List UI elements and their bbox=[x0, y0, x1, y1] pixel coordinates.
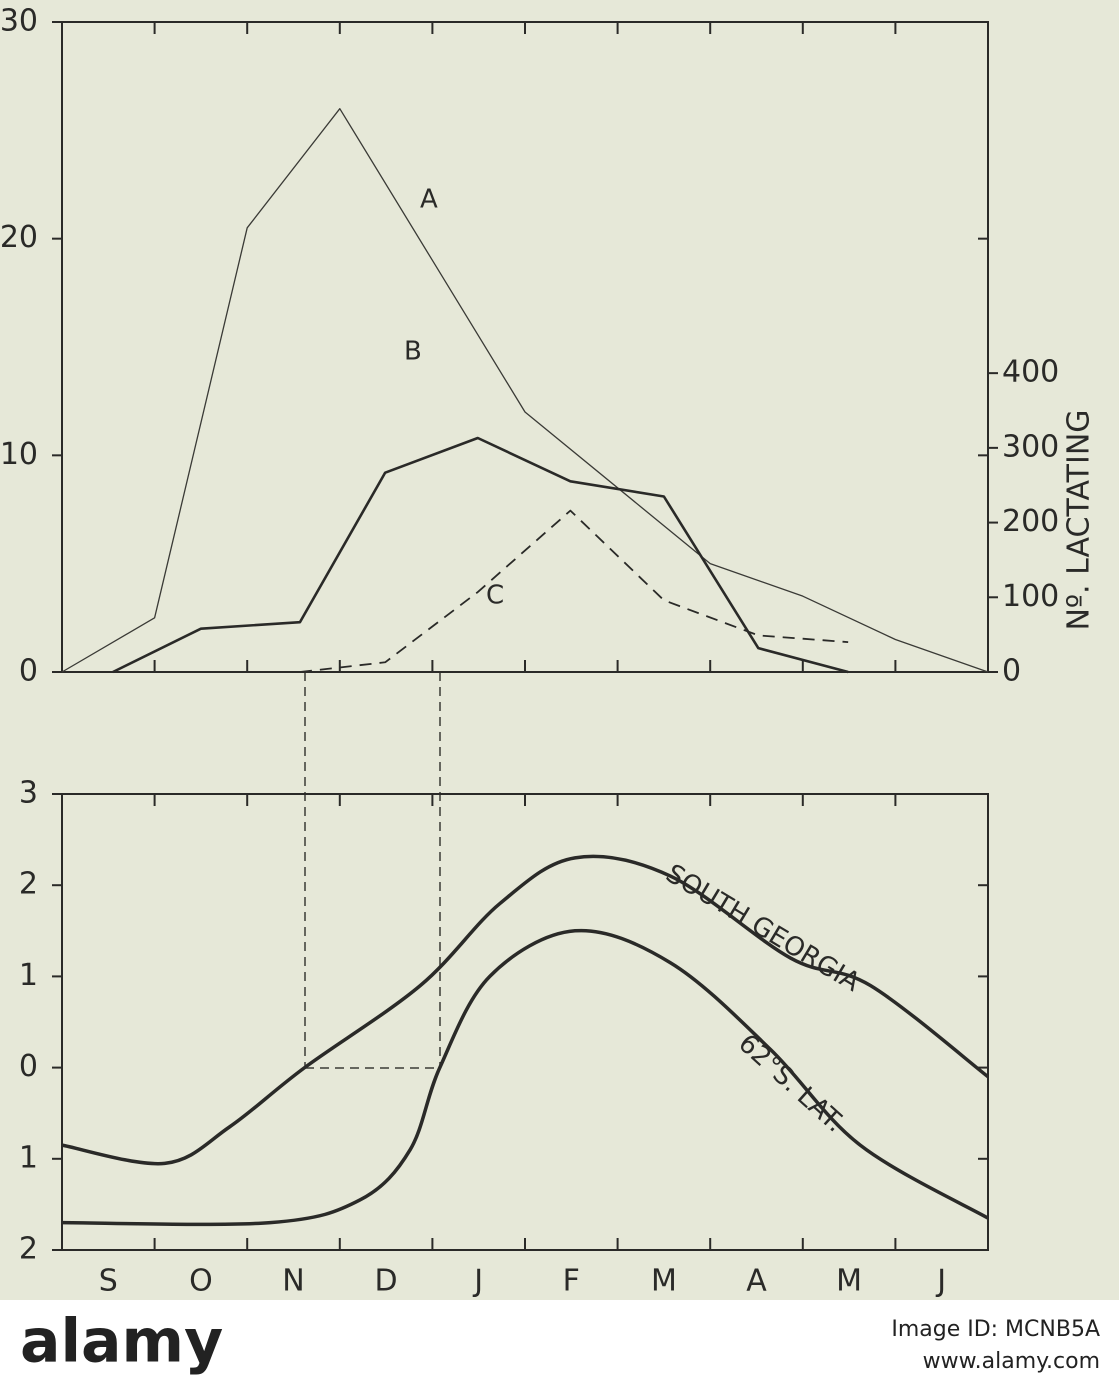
y-tick-label: 30 bbox=[0, 4, 38, 39]
y2-tick-label: 400 bbox=[1002, 355, 1059, 390]
y-tick-label: 10 bbox=[0, 437, 38, 472]
series-line bbox=[299, 509, 849, 673]
watermark-url: www.alamy.com bbox=[923, 1349, 1100, 1374]
x-tick-label: M bbox=[836, 1264, 862, 1299]
y-tick-label: 0 bbox=[19, 1049, 38, 1084]
series-line bbox=[112, 436, 849, 674]
footer bbox=[0, 1300, 1119, 1390]
x-tick-label: J bbox=[935, 1264, 946, 1299]
x-tick-label: F bbox=[563, 1264, 580, 1299]
y-tick-label: 1 bbox=[19, 1140, 38, 1175]
guide-lines bbox=[304, 672, 441, 1069]
x-tick-label: J bbox=[472, 1264, 483, 1299]
x-tick-label: M bbox=[651, 1264, 677, 1299]
y2-tick-label: 100 bbox=[1002, 579, 1059, 614]
series-line bbox=[61, 854, 990, 1166]
series-label: C bbox=[486, 581, 504, 611]
series-label: B bbox=[404, 337, 422, 367]
y2-tick-label: 200 bbox=[1002, 504, 1059, 539]
x-tick-label: S bbox=[99, 1264, 118, 1299]
y2-tick-label: 300 bbox=[1002, 429, 1059, 464]
x-tick-label: O bbox=[189, 1264, 213, 1299]
y-tick-label: 3 bbox=[19, 776, 38, 811]
y-tick-label: 2 bbox=[19, 867, 38, 902]
y-tick-label: 20 bbox=[0, 220, 38, 255]
series-line bbox=[61, 928, 989, 1227]
y-tick-label: 0 bbox=[19, 654, 38, 689]
series-line bbox=[61, 108, 989, 673]
watermark-id: Image ID: MCNB5A bbox=[891, 1317, 1100, 1342]
y2-axis-label: Nº. LACTATING bbox=[1062, 409, 1097, 630]
x-tick-label: N bbox=[282, 1264, 304, 1299]
scan-background bbox=[0, 0, 1119, 1300]
y-tick-label: 2 bbox=[19, 1232, 38, 1267]
x-tick-label: A bbox=[746, 1264, 767, 1299]
series-label: A bbox=[420, 185, 438, 215]
y-tick-label: 1 bbox=[19, 958, 38, 993]
x-tick-label: D bbox=[375, 1264, 398, 1299]
y2-tick-label: 0 bbox=[1002, 654, 1021, 689]
watermark-logo: alamy bbox=[20, 1307, 223, 1377]
